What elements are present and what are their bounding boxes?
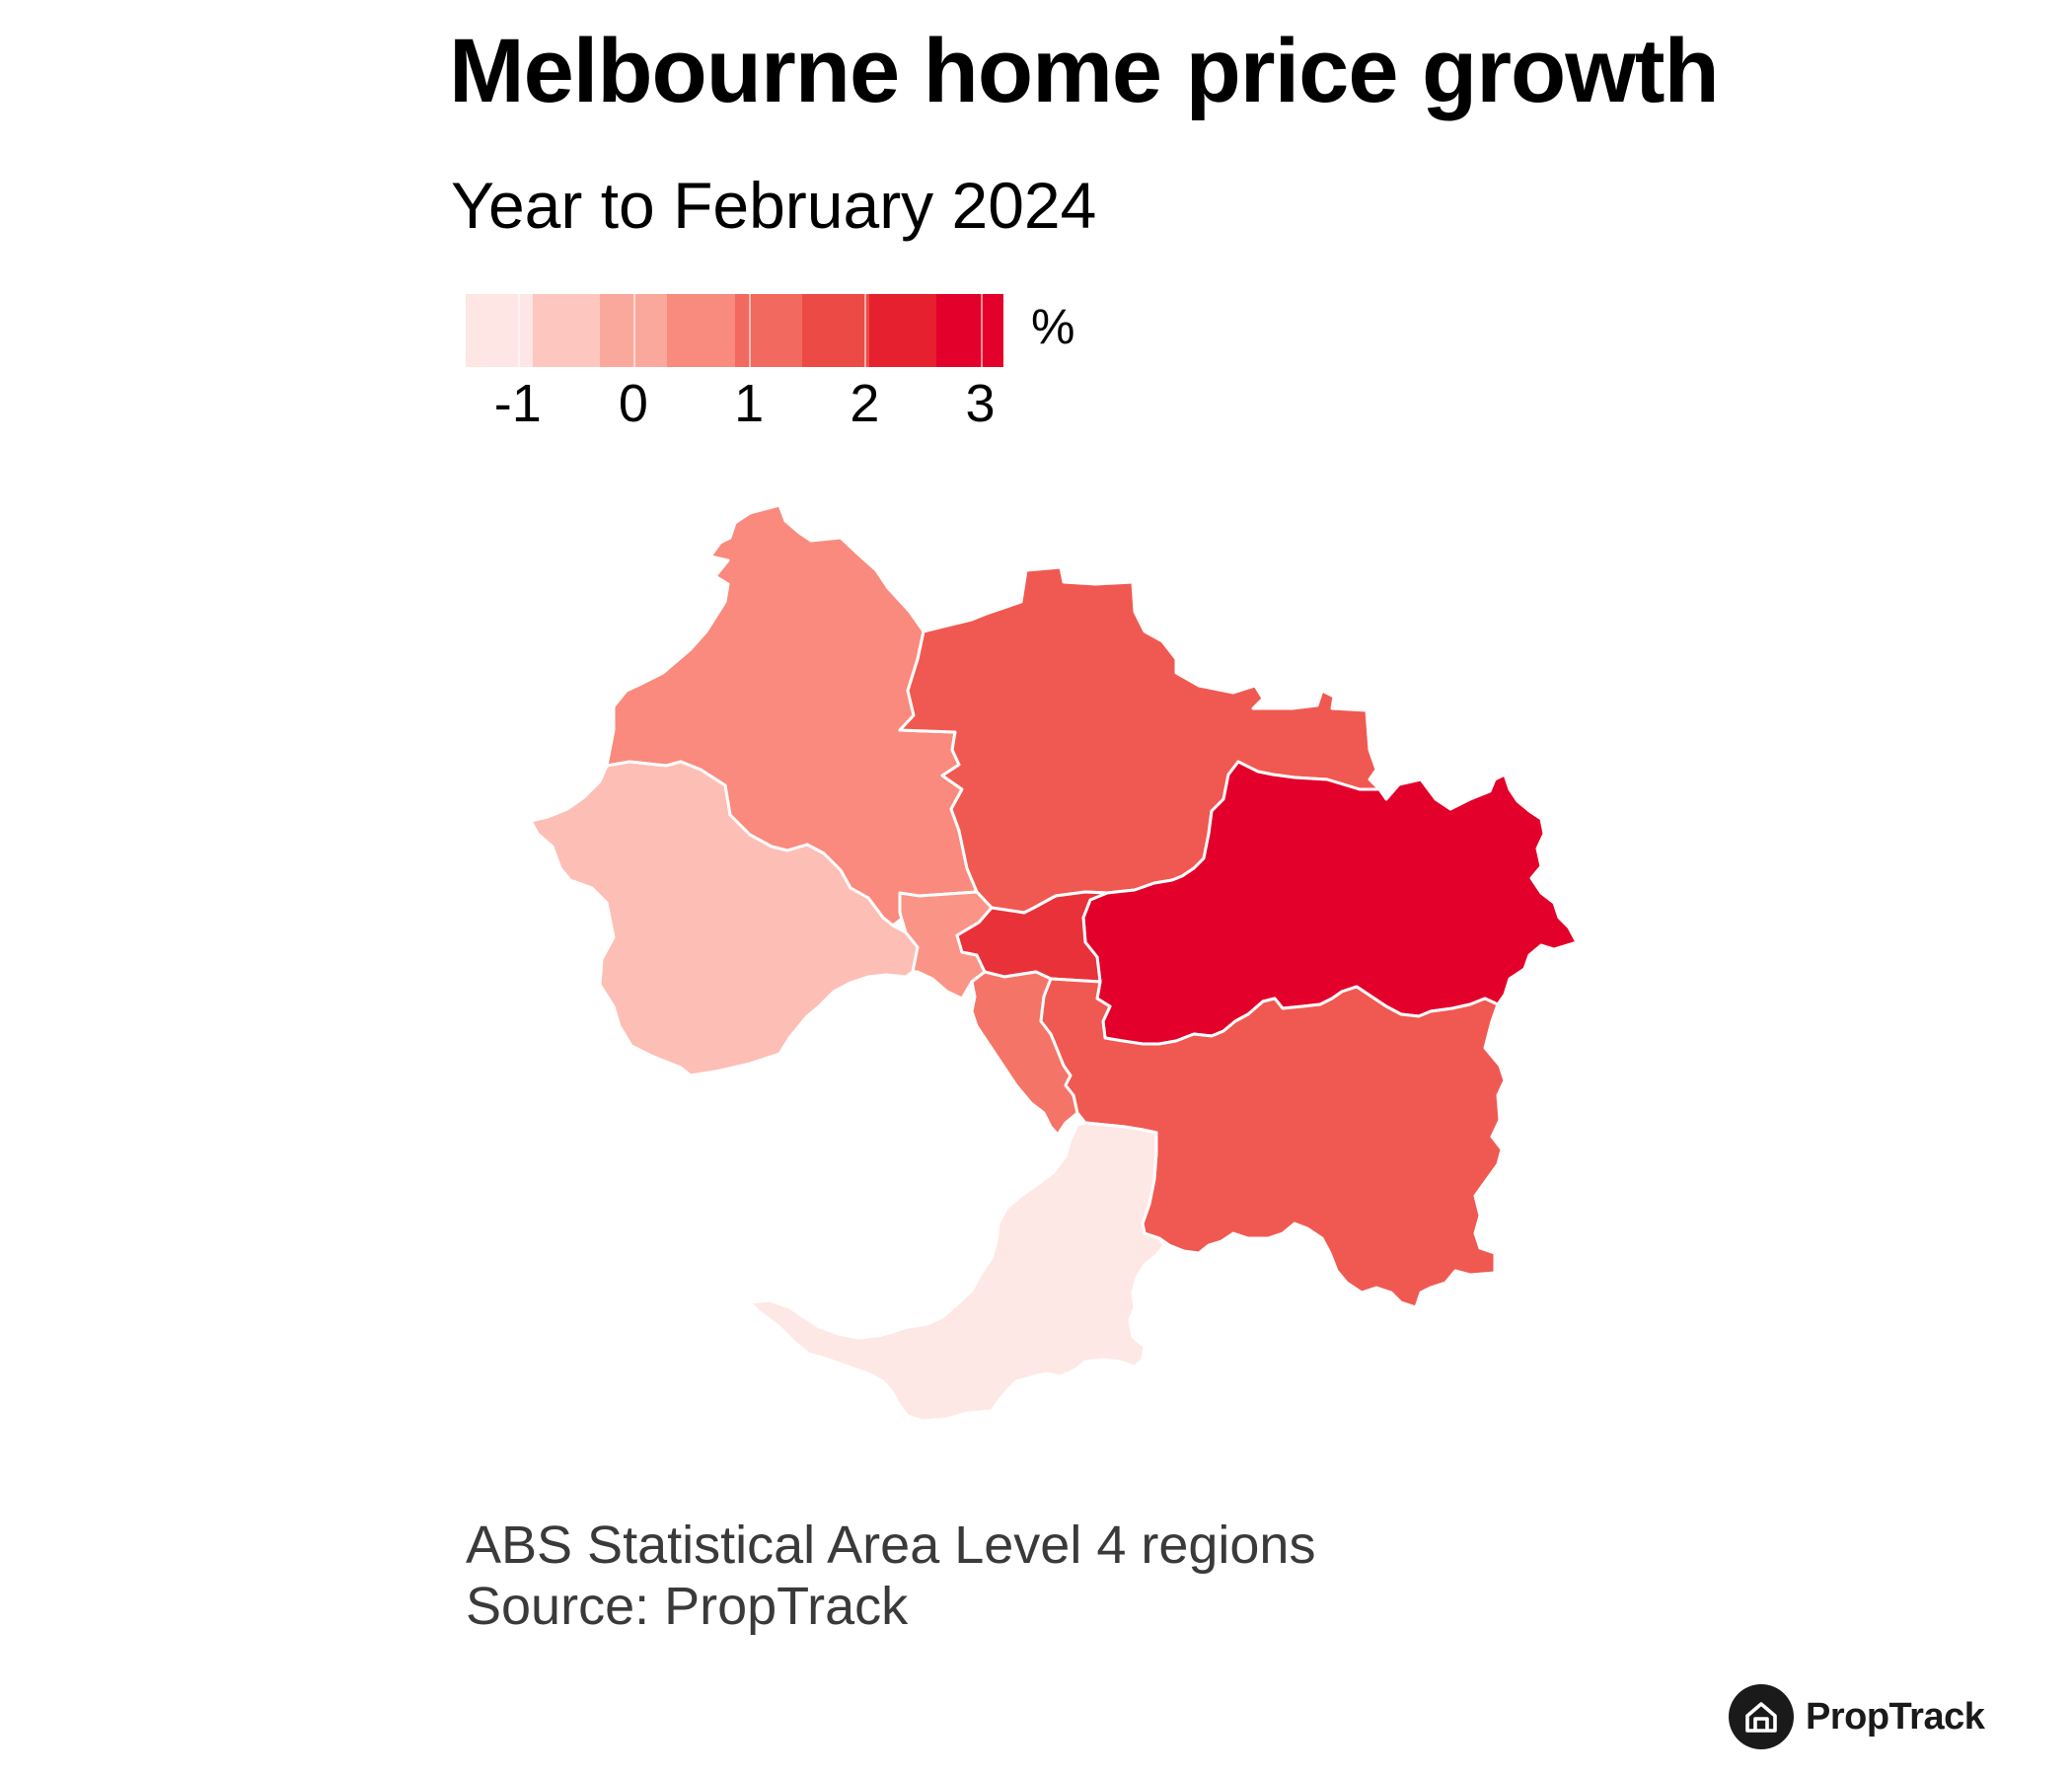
legend-color-stop bbox=[868, 294, 936, 367]
legend-tick-mark bbox=[517, 294, 520, 367]
legend-tick-label: 3 bbox=[965, 374, 996, 433]
chart-subtitle: Year to February 2024 bbox=[451, 169, 1097, 242]
legend-tick-label: 1 bbox=[734, 374, 765, 433]
region-note: ABS Statistical Area Level 4 regions bbox=[466, 1516, 1316, 1575]
legend-tick-mark bbox=[864, 294, 867, 367]
source-note: ABS Statistical Area Level 4 regions Sou… bbox=[466, 1515, 1315, 1637]
legend-color-stop bbox=[466, 294, 534, 367]
region-mornington-peninsula bbox=[748, 1121, 1166, 1423]
legend-tick-label: 0 bbox=[618, 374, 648, 433]
legend-color-stop bbox=[667, 294, 735, 367]
color-legend: % -1 0 1 2 3 bbox=[466, 294, 1074, 442]
region-inner bbox=[955, 890, 1109, 984]
source-credit: Source: PropTrack bbox=[466, 1577, 909, 1637]
legend-tick-label: -1 bbox=[493, 374, 542, 433]
legend-color-stop bbox=[935, 294, 1003, 367]
chart-title: Melbourne home price growth bbox=[449, 21, 1720, 121]
legend-color-stop bbox=[734, 294, 802, 367]
legend-tick-label: 2 bbox=[850, 374, 880, 433]
legend-color-stop bbox=[533, 294, 601, 367]
legend-color-stop bbox=[801, 294, 869, 367]
brand-name: PropTrack bbox=[1806, 1695, 1985, 1738]
legend-unit: % bbox=[1031, 299, 1075, 354]
proptrack-logo: PropTrack bbox=[1729, 1683, 1985, 1750]
legend-tick-mark bbox=[749, 294, 752, 367]
legend-tick-mark bbox=[632, 294, 635, 367]
house-icon bbox=[1729, 1684, 1794, 1749]
legend-tick-mark bbox=[980, 294, 983, 367]
region-west bbox=[529, 760, 920, 1077]
